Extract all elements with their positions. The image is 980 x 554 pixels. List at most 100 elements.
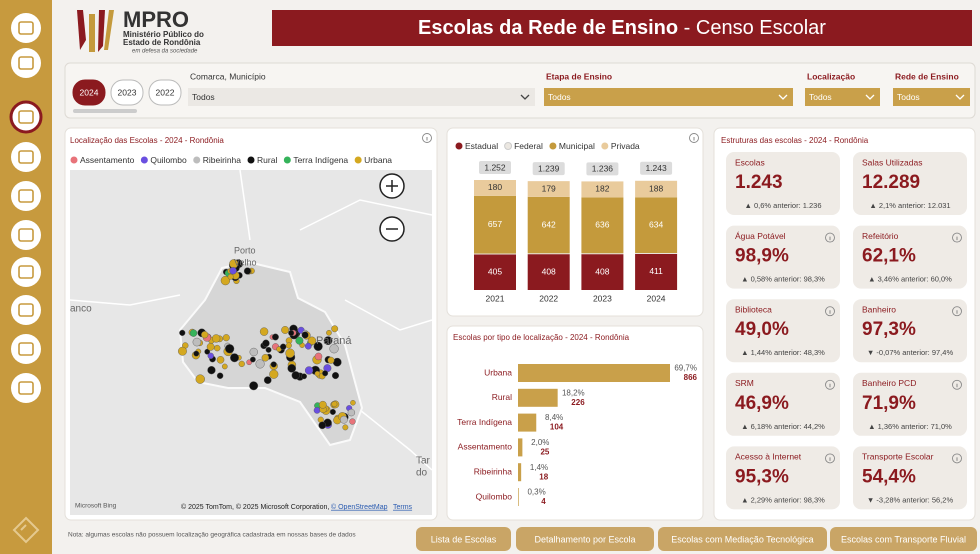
school-dot[interactable] [281,326,290,334]
school-dot[interactable] [222,334,230,342]
school-dot[interactable] [179,329,186,336]
school-dot[interactable] [262,339,270,347]
school-dot[interactable] [347,408,356,417]
school-dot[interactable] [318,421,327,430]
school-dot[interactable] [249,356,256,363]
school-dot[interactable] [269,369,279,379]
school-dot[interactable] [270,361,277,368]
school-dot[interactable] [313,341,323,351]
school-dot[interactable] [307,336,317,345]
year-label[interactable]: 2022 [156,87,175,97]
school-dot[interactable] [243,267,252,275]
footer-button[interactable] [516,527,654,551]
nav-button[interactable] [11,295,41,325]
school-dot[interactable] [238,360,245,368]
school-dot[interactable] [301,373,307,380]
school-dot[interactable] [326,329,332,336]
footer-button-label[interactable]: Escolas com Mediação Tecnológica [671,534,813,544]
school-dot[interactable] [331,325,339,333]
info-icon[interactable] [825,306,835,317]
school-dot[interactable] [285,342,292,349]
school-dot[interactable] [323,336,333,345]
school-dot[interactable] [221,363,228,370]
school-dot[interactable] [304,342,312,350]
school-dot[interactable] [314,370,321,377]
school-dot[interactable] [301,331,309,339]
nav-button[interactable] [11,181,41,211]
dropdown[interactable] [544,88,793,106]
nav-button[interactable] [9,100,43,134]
school-dot[interactable] [313,407,321,414]
info-icon[interactable] [952,453,962,464]
school-dot[interactable] [287,364,297,373]
info-icon[interactable] [952,379,962,390]
school-dot[interactable] [259,327,269,336]
school-dot[interactable] [201,331,209,339]
footer-button-label[interactable]: Lista de Escolas [431,534,497,544]
nav-button[interactable] [11,142,41,172]
school-dot[interactable] [189,329,198,337]
footer-button[interactable] [416,527,511,551]
school-dot[interactable] [350,400,356,406]
school-dot[interactable] [216,356,225,364]
school-dot[interactable] [230,353,239,363]
school-dot[interactable] [314,352,323,361]
dropdown[interactable] [893,88,970,106]
school-dot[interactable] [216,372,224,379]
footer-button-label[interactable]: Detalhamento por Escola [534,534,635,544]
school-dot[interactable] [304,366,314,375]
school-dot[interactable] [212,334,221,343]
nav-button[interactable] [11,48,41,78]
school-dot[interactable] [207,366,216,375]
school-dot[interactable] [255,359,265,369]
year-button[interactable] [148,79,182,106]
school-dot[interactable] [227,273,234,280]
nav-button[interactable] [11,334,41,364]
year-label[interactable]: 2024 [80,87,99,97]
year-button[interactable] [110,79,144,106]
school-dot[interactable] [329,344,339,354]
dropdown[interactable] [188,88,535,106]
dropdown-value[interactable]: Todos [192,92,215,102]
nav-button[interactable] [11,13,41,43]
school-dot[interactable] [322,370,329,377]
nav-button[interactable] [11,373,41,403]
school-dot[interactable] [342,424,349,431]
info-icon[interactable] [422,133,432,143]
school-dot[interactable] [340,415,348,424]
school-dot[interactable] [225,344,235,354]
info-icon[interactable] [689,133,699,143]
year-button[interactable] [72,79,106,106]
nav-button[interactable] [11,220,41,250]
school-dot[interactable] [192,337,202,347]
school-dot[interactable] [349,418,356,425]
school-dot[interactable] [318,400,327,409]
map-terms[interactable]: Terms [393,504,413,511]
dropdown-value[interactable]: Todos [548,92,571,102]
school-dot[interactable] [214,344,221,352]
school-dot[interactable] [204,348,211,355]
school-dot[interactable] [261,354,270,362]
school-dot[interactable] [207,352,214,360]
school-dot[interactable] [280,343,287,350]
info-icon[interactable] [952,306,962,317]
footer-button-label[interactable]: Escolas com Transporte Fluvial [841,534,966,544]
dropdown-value[interactable]: Todos [897,92,920,102]
info-icon[interactable] [825,453,835,464]
school-dot[interactable] [195,374,205,384]
footer-button[interactable] [830,527,977,551]
school-dot[interactable] [272,333,279,341]
school-dot[interactable] [206,342,215,351]
school-dot[interactable] [193,350,200,357]
school-dot[interactable] [263,376,272,384]
school-dot[interactable] [288,330,295,337]
school-dot[interactable] [220,275,231,286]
map-osm[interactable]: © OpenStreetMap [331,503,388,511]
footer-button[interactable] [658,527,827,551]
info-icon[interactable] [825,379,835,390]
school-dot[interactable] [331,372,340,380]
school-dot[interactable] [285,348,295,358]
school-dot[interactable] [327,356,335,364]
school-dot[interactable] [329,408,336,415]
info-icon[interactable] [952,232,962,243]
